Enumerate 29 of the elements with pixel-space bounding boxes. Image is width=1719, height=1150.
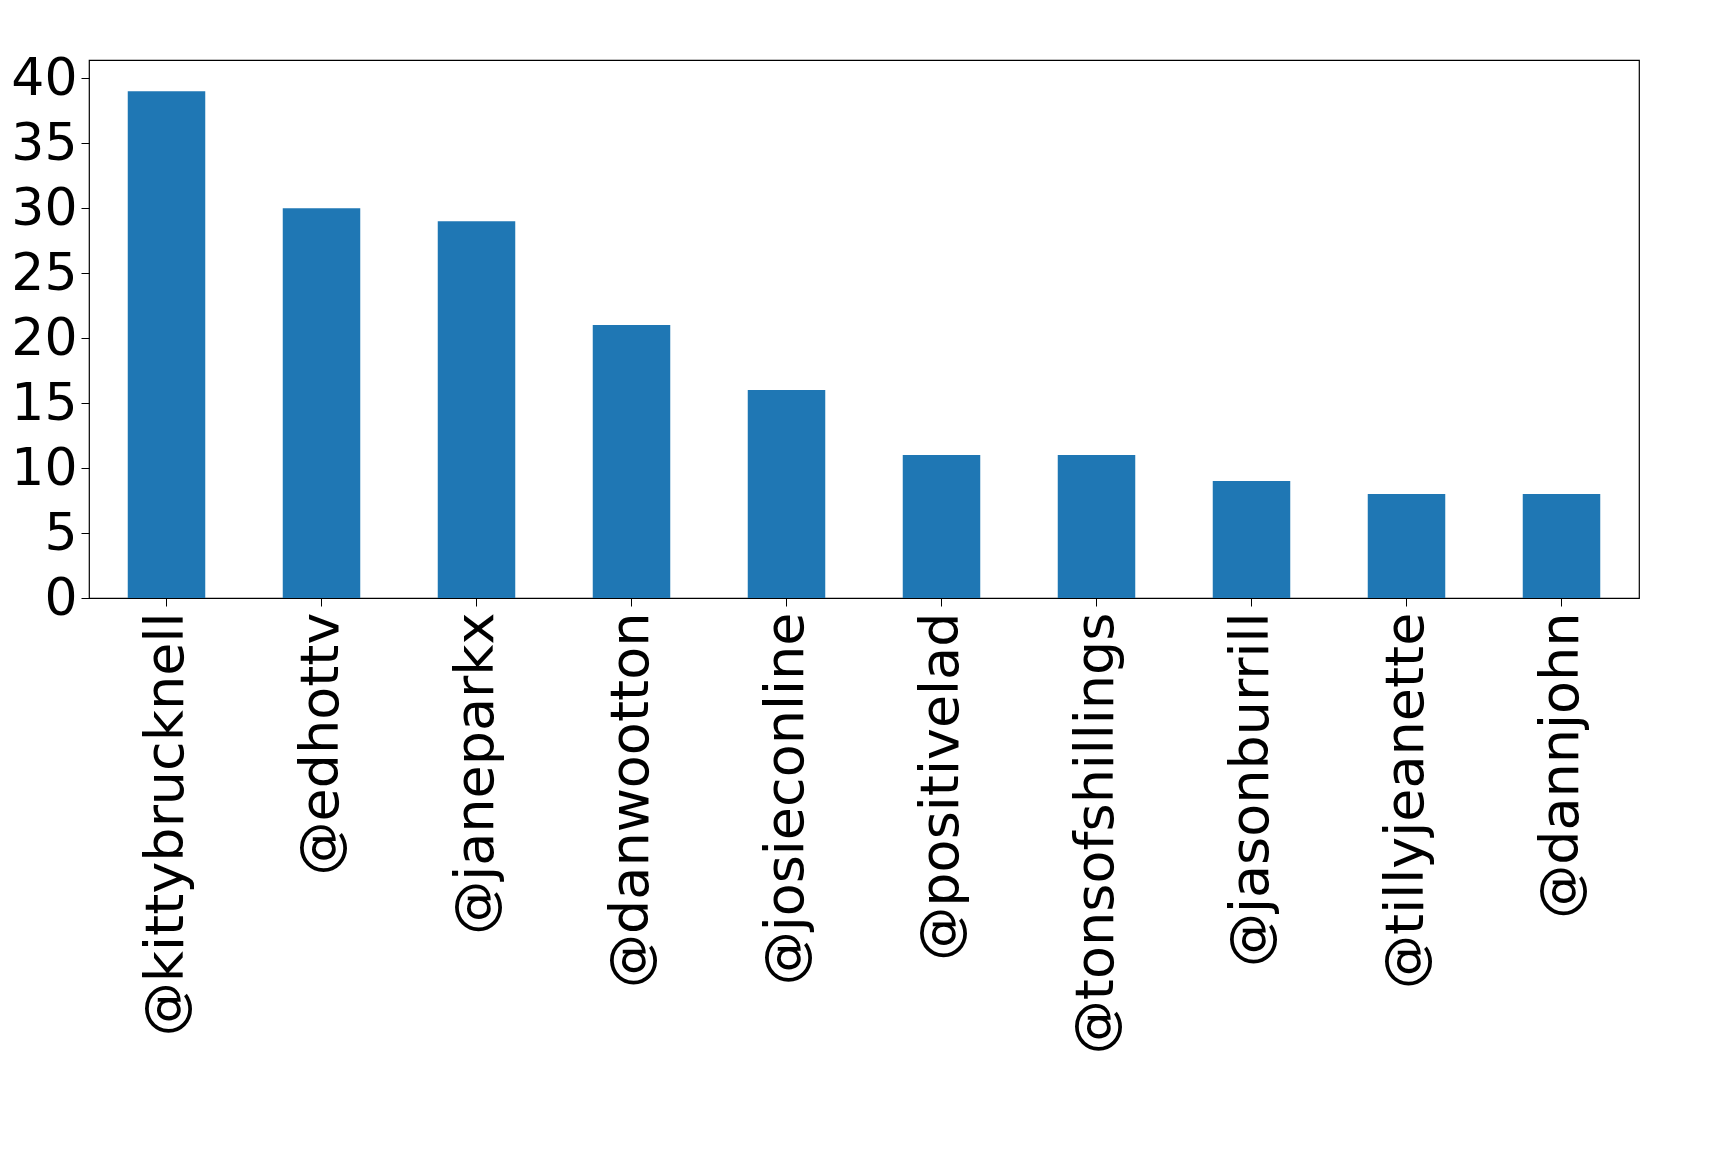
x-tick-label: @danwootton (597, 612, 661, 988)
bar (1367, 494, 1446, 598)
y-tick-label: 10 (11, 436, 78, 497)
y-tick-label: 15 (11, 371, 78, 432)
bar (127, 91, 206, 598)
y-tick-label: 35 (11, 111, 78, 172)
x-tick-label: @positivelad (907, 612, 971, 961)
bar (1212, 481, 1291, 598)
x-tick-label: @edhottv (287, 612, 351, 876)
x-tick-label: @tonsofshillings (1062, 612, 1126, 1055)
x-tick-label: @kittybrucknell (132, 612, 196, 1037)
bar (437, 221, 516, 598)
y-tick-label: 30 (11, 176, 78, 237)
bar (1522, 494, 1601, 598)
x-tick-label: @tillyjeanette (1372, 612, 1436, 989)
bar (282, 208, 361, 598)
bar (592, 325, 671, 598)
y-tick-label: 0 (44, 566, 78, 627)
x-tick-label: @josieconline (752, 612, 816, 986)
x-tick-label: @jasonburrill (1217, 612, 1281, 967)
y-tick-label: 40 (11, 46, 78, 107)
bar (1057, 455, 1136, 598)
y-tick-label: 25 (11, 241, 78, 302)
y-tick-label: 20 (11, 306, 78, 367)
bar (902, 455, 981, 598)
x-tick-label: @janeparkx (442, 612, 506, 935)
x-tick-label: @dannjohn (1527, 612, 1591, 919)
y-tick-label: 5 (44, 501, 78, 562)
bar (747, 390, 826, 598)
